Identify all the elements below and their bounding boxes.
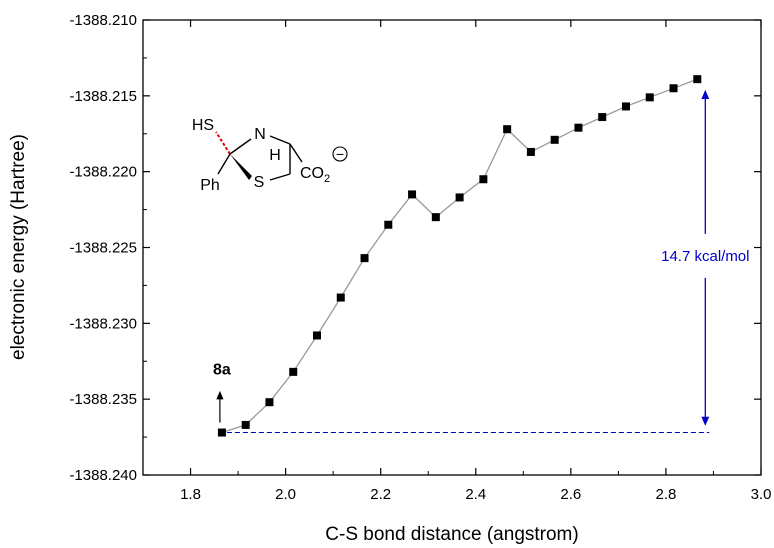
- y-tick-label: -1388.210: [69, 12, 137, 29]
- series-layer: [217, 75, 702, 437]
- x-tick-label: 3.0: [751, 486, 772, 503]
- series-line: [221, 78, 698, 434]
- data-point: [241, 420, 250, 429]
- data-point: [408, 190, 417, 199]
- y-axis-label: electronic energy (Hartree): [8, 134, 29, 360]
- nitrogen-label: N: [254, 126, 266, 143]
- carboxylate-main: CO: [300, 165, 324, 182]
- data-point: [503, 125, 512, 134]
- x-tick-label: 2.0: [275, 486, 296, 503]
- y-axis-ticks: -1388.210 -1388.215 -1388.220 -1388.225 -138…: [69, 12, 761, 484]
- y-tick-label: -1388.215: [69, 88, 137, 105]
- bond-c4-co2: [289, 143, 303, 163]
- point-label-8a: 8a: [213, 362, 231, 379]
- data-point: [526, 147, 535, 156]
- wedge-bond-c2-s: [230, 154, 252, 180]
- thiol-label: HS: [192, 117, 214, 134]
- bond-c2-ph: [217, 153, 231, 175]
- x-tick-label: 1.8: [180, 486, 201, 503]
- data-point: [621, 102, 630, 111]
- data-point: [669, 84, 678, 93]
- data-point: [431, 213, 440, 222]
- carboxylate-subscript: 2: [324, 173, 330, 185]
- data-point: [550, 135, 559, 144]
- sulfur-label: S: [254, 174, 265, 191]
- bond-c2-n: [229, 138, 252, 155]
- y-tick-label: -1388.230: [69, 315, 137, 332]
- data-point: [455, 193, 464, 202]
- data-point: [289, 367, 298, 376]
- dashed-bond-c2-sh: [215, 131, 231, 155]
- x-axis-label: C-S bond distance (angstrom): [325, 524, 578, 545]
- phenyl-label: Ph: [200, 177, 220, 194]
- data-point: [384, 220, 393, 229]
- x-tick-label: 2.6: [560, 486, 581, 503]
- charge-circle: [332, 146, 348, 162]
- y-tick-label: -1388.225: [69, 240, 137, 257]
- bond-n-c4: [269, 135, 291, 145]
- carboxylate-label: CO2: [300, 165, 330, 185]
- data-point: [217, 428, 226, 437]
- energy-difference-label: 14.7 kcal/mol: [661, 248, 749, 265]
- charge-label: −: [336, 146, 344, 162]
- data-point: [265, 398, 274, 407]
- x-axis-ticks: 1.8 2.0 2.2 2.4 2.6 2.8 3.0: [180, 20, 771, 503]
- data-point: [360, 254, 369, 263]
- data-point: [645, 93, 654, 102]
- y-tick-label: -1388.220: [69, 164, 137, 181]
- molecule-structure: HS N H S Ph CO2 −: [192, 117, 348, 194]
- x-tick-label: 2.8: [655, 486, 676, 503]
- data-point: [312, 331, 321, 340]
- y-tick-label: -1388.235: [69, 391, 137, 408]
- x-tick-label: 2.2: [370, 486, 391, 503]
- data-point: [574, 123, 583, 132]
- hydrogen-label: H: [269, 147, 281, 164]
- x-tick-label: 2.4: [465, 486, 486, 503]
- data-point: [479, 175, 488, 184]
- y-tick-label: -1388.240: [69, 467, 137, 484]
- data-point: [336, 293, 345, 302]
- bond-c5-s: [269, 173, 291, 181]
- data-point: [693, 75, 702, 84]
- data-point: [598, 113, 607, 122]
